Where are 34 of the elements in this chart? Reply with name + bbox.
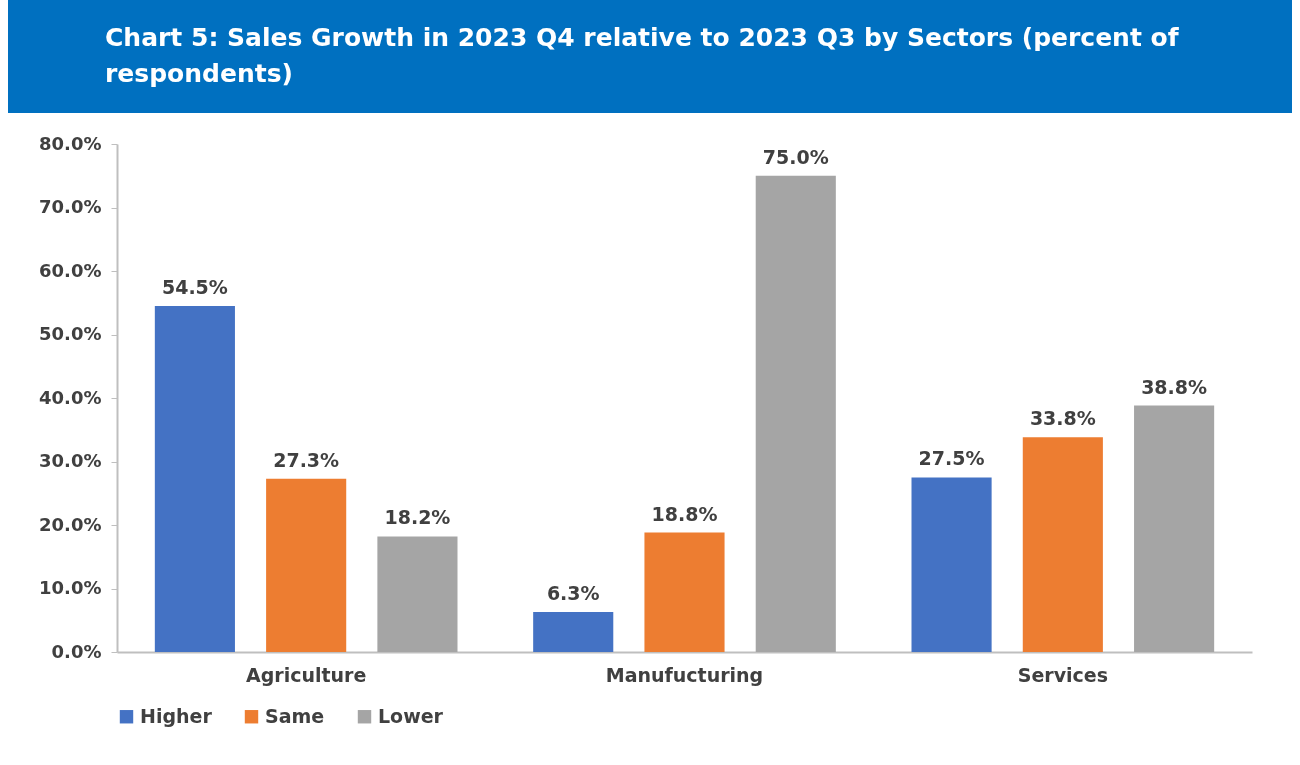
y-tick-label: 10.0%	[39, 577, 102, 598]
legend-label: Same	[265, 704, 325, 727]
y-tick-label: 20.0%	[39, 513, 102, 535]
bar	[154, 305, 235, 652]
y-tick-label: 40.0%	[39, 386, 102, 408]
data-label: 6.3%	[546, 581, 600, 604]
data-label: 18.2%	[384, 506, 451, 529]
y-tick-label: 50.0%	[39, 323, 102, 344]
bar	[644, 532, 725, 652]
data-label: 33.8%	[1029, 407, 1096, 430]
data-label: 75.0%	[762, 145, 829, 168]
x-tick-label: Manufucturing	[605, 663, 764, 686]
bar	[1134, 405, 1215, 652]
y-tick-label: 60.0%	[39, 259, 102, 281]
bar	[755, 175, 836, 652]
data-label: 18.8%	[651, 502, 718, 525]
bar	[377, 536, 458, 652]
bar	[911, 477, 992, 652]
y-tick-label: 0.0%	[51, 640, 102, 662]
data-label: 54.5%	[161, 275, 228, 298]
data-label: 27.5%	[918, 447, 985, 470]
data-label: 38.8%	[1141, 375, 1208, 398]
y-tick-label: 70.0%	[39, 196, 102, 217]
legend-label: Lower	[378, 704, 444, 727]
y-tick-label: 80.0%	[39, 132, 102, 154]
data-label: 27.3%	[273, 448, 340, 471]
y-tick-label: 30.0%	[39, 450, 102, 471]
x-tick-label: Services	[1017, 663, 1108, 686]
bar	[1022, 437, 1103, 652]
bar	[533, 612, 614, 652]
legend-label: Higher	[140, 704, 213, 727]
x-tick-label: Agriculture	[245, 663, 367, 686]
bar	[266, 478, 347, 652]
chart-title: Chart 5: Sales Growth in 2023 Q4 relative to 2023 Q3 by Sectors (percent of respondents)	[8, 0, 1292, 113]
